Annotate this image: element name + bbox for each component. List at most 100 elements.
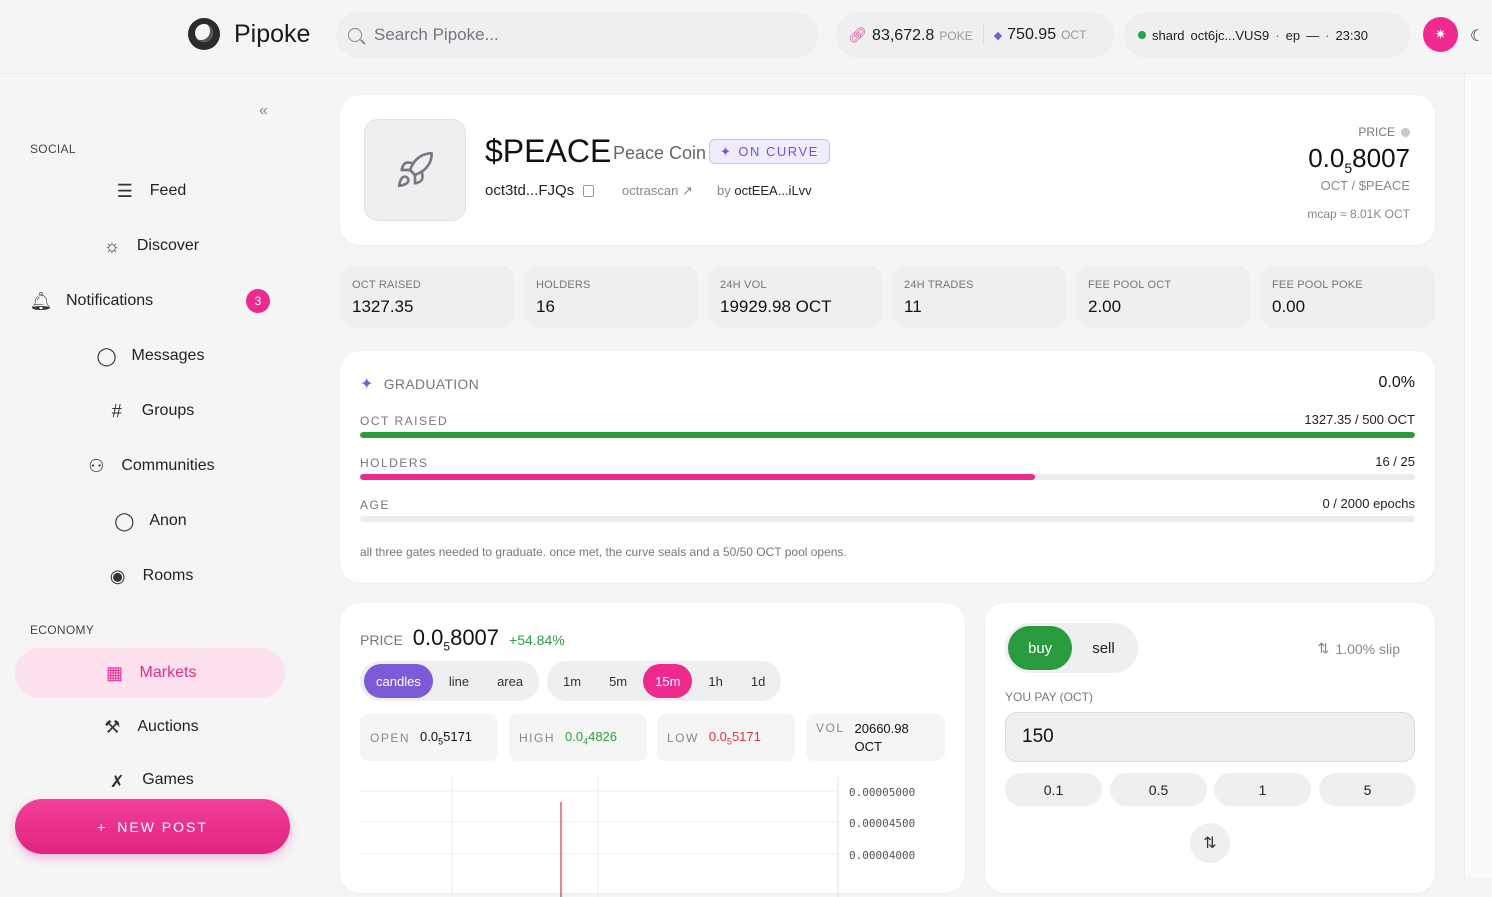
amount-chip-0-5[interactable]: 0.5 [1110, 773, 1207, 806]
people-icon: ⚇ [88, 455, 105, 476]
octrascan-link[interactable]: octrascan ↗ [622, 183, 693, 198]
search-icon [348, 28, 362, 42]
sidebar-item-discover[interactable]: ☼ Discover [15, 221, 285, 271]
feed-icon: ☰ [116, 180, 133, 201]
collapse-icon[interactable]: « [259, 102, 268, 119]
moon-icon[interactable]: ☾ [1470, 28, 1485, 45]
diamond-icon: ◆ [993, 30, 1003, 42]
price-box: PRICE 0.058007 OCT / $PEACE mcap ≈ 8.01K… [1307, 125, 1410, 222]
interval-1m[interactable]: 1m [563, 673, 582, 689]
balances[interactable]: 🔗︎ 83,672.8 POKE ◆ 750.95 OCT [836, 12, 1114, 58]
chart-header: PRICE 0.058007 +54.84% [360, 625, 565, 654]
sidebar-item-groups[interactable]: # Groups [15, 386, 285, 436]
logo-icon [188, 18, 220, 50]
stat-fee-pool-poke: FEE POOL POKE 0.00 [1260, 265, 1435, 328]
sidebar-item-rooms[interactable]: ◉ Rooms [15, 551, 285, 601]
stat-24h-vol: 24H VOL 19929.98 OCT [708, 265, 882, 328]
sidebar-item-auctions[interactable]: ⚒ Auctions [15, 702, 285, 752]
chart-style-toggle: candles line area [360, 661, 540, 701]
price-change: +54.84% [509, 632, 565, 648]
stat-holders: HOLDERS 16 [524, 265, 698, 328]
bell-icon: 🔔︎ [29, 290, 53, 311]
copy-icon[interactable] [583, 184, 595, 197]
avatar[interactable]: ✷ [1423, 17, 1458, 52]
compass-icon: ☼ [103, 235, 121, 256]
progress-bar [360, 474, 1415, 480]
token-header-card: $PEACE Peace Coin ✦ ON CURVE oct3td...FJ… [340, 95, 1435, 245]
buy-sell-toggle: buy sell [1005, 623, 1138, 673]
sidebar-item-communities[interactable]: ⚇ Communities [15, 441, 285, 491]
sparkle-icon: ✦ [360, 376, 374, 393]
price-chart-card: PRICE 0.058007 +54.84% candles line area… [340, 603, 965, 897]
slippage-setting[interactable]: ⇅ 1.00% slip [1317, 640, 1400, 657]
poke-balance: 🔗︎ 83,672.8 POKE [848, 26, 973, 44]
sidebar: « SOCIAL ☰ Feed ☼ Discover 🔔︎ Notificati… [0, 74, 300, 878]
search-input[interactable]: Search Pipoke... [336, 12, 818, 58]
shard-status[interactable]: shard oct6jc...VUS9 · ep — · 23:30 [1124, 12, 1410, 58]
gate-age: AGE 0 / 2000 epochs [360, 496, 1415, 522]
trade-card: buy sell ⇅ 1.00% slip YOU PAY (OCT) 150 … [985, 603, 1435, 893]
y-tick: 0.00004500 [849, 817, 915, 830]
market-cap: mcap ≈ 8.01K OCT [1307, 207, 1410, 222]
sidebar-item-notifications[interactable]: 🔔︎ Notifications 3 [15, 276, 285, 326]
interval-1h[interactable]: 1h [708, 673, 723, 689]
status-badge: ✦ ON CURVE [709, 139, 830, 164]
style-candles[interactable]: candles [364, 664, 433, 698]
swap-icon: ⇅ [1203, 835, 1217, 852]
new-post-button[interactable]: + NEW POST [15, 799, 290, 854]
graduation-percent: 0.0% [1378, 374, 1415, 391]
online-dot-icon [1138, 31, 1146, 39]
swap-direction-button[interactable]: ⇅ [1190, 823, 1230, 863]
message-icon: ◯ [96, 345, 117, 366]
token-symbol: $PEACE [485, 133, 612, 169]
y-tick: 0.00005000 [849, 786, 915, 799]
interval-1d[interactable]: 1d [750, 673, 766, 689]
sidebar-item-anon[interactable]: ◯ Anon [114, 510, 187, 531]
sell-tab[interactable]: sell [1092, 639, 1115, 657]
status-dot-icon [1401, 127, 1410, 137]
candle-plot[interactable]: 0.00005000 0.00004500 0.00004000 [360, 777, 950, 897]
buy-tab[interactable]: buy [1008, 626, 1073, 670]
interval-15m[interactable]: 15m [643, 664, 693, 698]
style-line[interactable]: line [448, 673, 470, 689]
clock-time: 23:30 [1335, 27, 1368, 43]
amount-chip-0-1[interactable]: 0.1 [1005, 773, 1102, 806]
divider [982, 25, 984, 45]
graduation-note: all three gates needed to graduate. once… [360, 545, 847, 559]
creator[interactable]: by octEEA...iLvv [717, 183, 812, 198]
amount-chip-5[interactable]: 5 [1319, 773, 1416, 806]
token-name: Peace Coin [613, 143, 707, 163]
logo[interactable]: Pipoke [188, 18, 310, 50]
stat-24h-trades: 24H TRADES 11 [892, 265, 1066, 328]
pay-amount-input[interactable]: 150 [1005, 712, 1415, 762]
gavel-icon: ⚒ [104, 716, 121, 737]
external-link-icon: ↗ [682, 183, 693, 198]
stat-oct-raised: OCT RAISED 1327.35 [340, 265, 514, 328]
oct-balance: ◆ 750.95 OCT [993, 26, 1087, 43]
chart-price: 0.058007 [412, 625, 500, 654]
interval-5m[interactable]: 5m [609, 673, 628, 689]
section-social: SOCIAL [30, 142, 76, 156]
sun-icon: ✷ [1434, 26, 1447, 42]
notification-badge: 3 [246, 289, 270, 313]
stat-fee-pool-oct: FEE POOL OCT 2.00 [1076, 265, 1250, 328]
token-price: 0.058007 [1308, 143, 1410, 177]
hash-icon: # [111, 400, 122, 421]
top-bar: Pipoke Search Pipoke... 🔗︎ 83,672.8 POKE… [0, 0, 1492, 74]
token-address[interactable]: oct3td...FJQs [485, 182, 595, 199]
graduation-card: ✦ GRADUATION 0.0% OCT RAISED 1327.35 / 5… [340, 351, 1435, 583]
app-name: Pipoke [234, 19, 311, 48]
style-area[interactable]: area [497, 673, 524, 689]
sidebar-item-messages[interactable]: ◯ Messages [96, 345, 205, 366]
rocket-icon [364, 119, 466, 221]
sidebar-item-markets[interactable]: ▦ Markets [15, 648, 285, 698]
ohlc-vol: VOL 20660.98 OCT [806, 714, 945, 761]
sliders-icon: ⇅ [1317, 640, 1330, 656]
pay-label: YOU PAY (OCT) [1005, 690, 1094, 704]
ohlc-low: LOW 0.055171 [657, 714, 795, 761]
gate-holders: HOLDERS 16 / 25 [360, 454, 1415, 480]
sidebar-item-feed[interactable]: ☰ Feed [15, 166, 285, 216]
sidebar-item-games[interactable]: ✗ Games [15, 757, 285, 787]
amount-chip-1[interactable]: 1 [1214, 773, 1311, 806]
ohlc-open: OPEN 0.055171 [360, 714, 498, 761]
